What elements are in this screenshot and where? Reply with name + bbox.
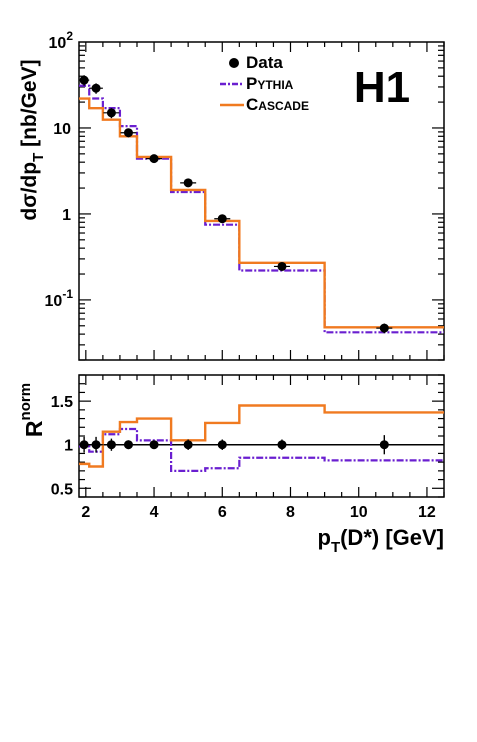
bottom-frame xyxy=(78,374,445,498)
top-y-tick-label-base: 10 xyxy=(45,293,63,310)
bottom-y-axis-label: Rnorm xyxy=(17,383,47,437)
bottom-y-label-main: R xyxy=(21,420,47,437)
x-tick-label: 10 xyxy=(350,504,368,521)
top-y-tick-label-exp: 2 xyxy=(66,29,73,43)
top-data-point xyxy=(79,75,89,85)
x-tick-label: 2 xyxy=(81,504,90,521)
legend-cascade-label: CASCADE xyxy=(246,95,309,114)
top-y-label-d: d xyxy=(18,208,41,221)
top-data-point xyxy=(183,178,193,188)
bottom-data-point xyxy=(379,440,389,450)
top-y-label-mid: /dp xyxy=(18,162,41,194)
bottom-data-point xyxy=(149,440,159,450)
top-data-point xyxy=(277,261,287,271)
x-label-rest: (D*) [GeV] xyxy=(340,525,444,550)
legend-pythia-label-rest: YTHIA xyxy=(257,78,293,92)
bottom-data-point xyxy=(79,440,89,450)
bottom-y-tick-label: 1.5 xyxy=(51,394,73,411)
legend-data-marker xyxy=(229,58,239,68)
x-tick-label: 6 xyxy=(218,504,227,521)
legend-data-label: Data xyxy=(246,53,283,72)
top-data-point xyxy=(123,128,133,138)
legend-pythia-label-cap: P xyxy=(246,74,257,93)
top-data-point xyxy=(106,108,116,118)
bottom-panel: 2 4 6 8 10 12 0.5 1 1.5 xyxy=(51,374,445,521)
x-axis-label: pT(D*) [GeV] xyxy=(317,525,444,556)
experiment-label: H1 xyxy=(354,63,410,112)
legend-cascade-label-cap: C xyxy=(246,95,258,114)
top-pythia-series xyxy=(79,84,444,334)
top-data-point xyxy=(149,154,159,164)
bottom-y-tick-label: 1 xyxy=(64,438,73,455)
top-y-label-sub: T xyxy=(30,153,47,162)
bottom-data-point xyxy=(106,440,116,450)
x-tick-label: 12 xyxy=(418,504,436,521)
bottom-pythia-series xyxy=(79,427,444,472)
top-data-point xyxy=(379,323,389,333)
top-y-tick-label: 10 xyxy=(53,121,71,138)
top-y-tick-label: 102 xyxy=(49,29,74,52)
legend-pythia-label: PYTHIA xyxy=(246,74,294,93)
top-y-axis-label: dσ/dpT [nb/GeV] xyxy=(18,59,47,220)
bottom-data-point xyxy=(277,440,287,450)
bottom-data-point xyxy=(183,440,193,450)
x-label-sub: T xyxy=(331,539,340,556)
top-data-point xyxy=(217,214,227,224)
bottom-y-label-sup: norm xyxy=(17,383,34,421)
bottom-cascade-series xyxy=(79,404,444,468)
top-y-tick-label-exp: -1 xyxy=(62,287,73,301)
bottom-data-point xyxy=(217,440,227,450)
top-data-point xyxy=(91,83,101,93)
x-tick-label: 8 xyxy=(286,504,295,521)
x-tick-label: 4 xyxy=(150,504,159,521)
top-frame xyxy=(78,41,445,361)
bottom-y-tick-label: 0.5 xyxy=(51,481,73,498)
top-y-label-sigma: σ xyxy=(18,193,41,207)
top-y-tick-label: 10-1 xyxy=(45,287,74,310)
top-y-tick-label: 1 xyxy=(62,207,71,224)
legend-cascade-label-rest: ASCADE xyxy=(258,99,309,113)
top-y-label-rest: [nb/GeV] xyxy=(18,59,41,152)
bottom-data-point xyxy=(123,440,133,450)
x-label-main: p xyxy=(317,525,330,550)
top-y-tick-label-base: 10 xyxy=(49,35,67,52)
bottom-data-point xyxy=(91,440,101,450)
